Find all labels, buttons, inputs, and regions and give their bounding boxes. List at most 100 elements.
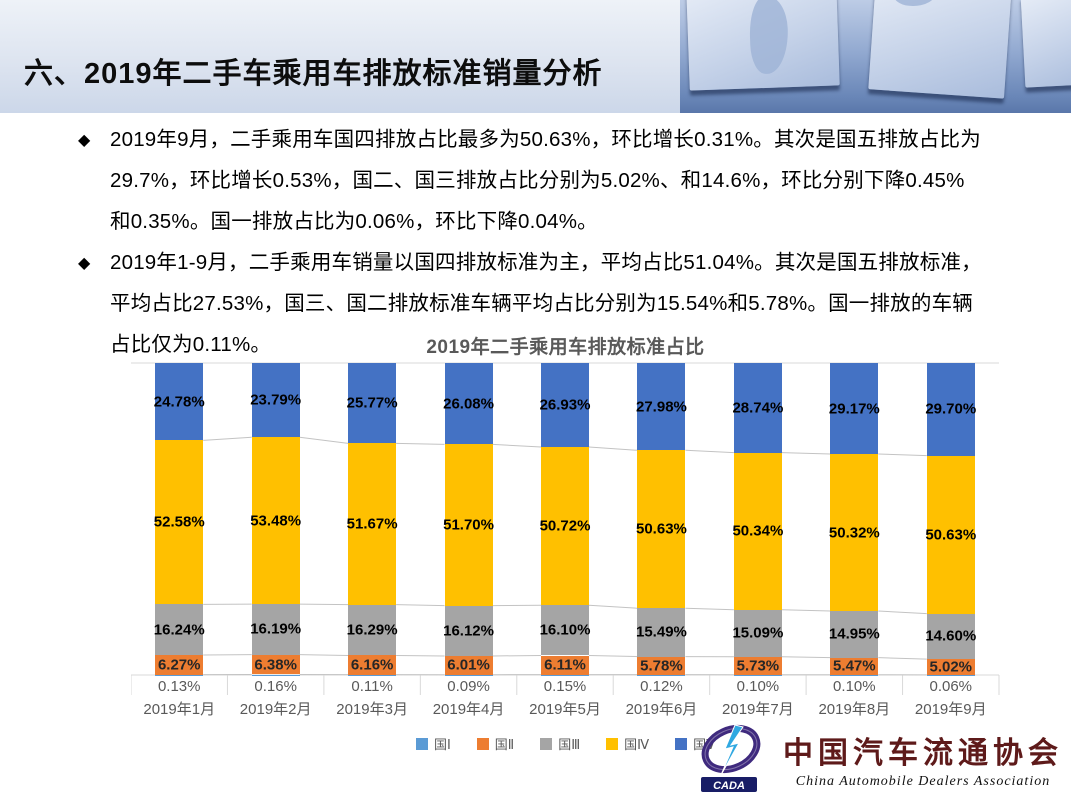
cada-logo: CADA 中国汽车流通协会 China Automobile Dealers A… <box>695 723 1063 795</box>
cube-icon <box>868 0 1012 99</box>
data-label-国Ⅰ: 0.10% <box>736 678 780 695</box>
data-label-国Ⅴ: 29.17% <box>828 400 880 417</box>
data-label-国Ⅲ: 14.60% <box>925 627 977 645</box>
cada-abbr: CADA <box>713 780 745 792</box>
data-label-国Ⅴ: 29.70% <box>925 400 977 418</box>
data-label-国Ⅰ: 0.09% <box>447 678 490 695</box>
legend-item-国Ⅲ: 国Ⅲ <box>540 734 580 753</box>
data-label-国Ⅴ: 26.08% <box>443 395 494 413</box>
bar-segment-国Ⅲ <box>155 604 204 656</box>
category-axis-label: 2019年7月 <box>722 701 794 718</box>
data-label-国Ⅲ: 16.29% <box>346 621 398 639</box>
legend-swatch-icon <box>606 737 619 750</box>
data-label-国Ⅳ: 51.67% <box>346 515 398 533</box>
bar-segment-国Ⅳ <box>926 455 975 614</box>
logo-name-english: China Automobile Dealers Association <box>795 774 1051 789</box>
legend-swatch-icon <box>476 737 489 750</box>
legend-swatch-icon <box>540 737 553 750</box>
bar-segment-国Ⅳ <box>637 450 686 609</box>
world-map-icon <box>892 0 939 8</box>
summary-bullets: ◆ 2019年9月，二手乘用车国四排放占比最多为50.63%，环比增长0.31%。… <box>78 119 1028 365</box>
legend-swatch-icon <box>675 737 688 750</box>
bar-segment-国Ⅱ <box>251 654 300 675</box>
data-label-国Ⅳ: 53.48% <box>250 512 302 530</box>
bar-segment-国Ⅲ <box>733 609 782 657</box>
chart-title: 2019年二手乘用车排放标准占比 <box>426 337 705 358</box>
data-label-国Ⅱ: 6.27% <box>157 656 201 674</box>
data-label-国Ⅱ: 5.47% <box>833 657 876 675</box>
data-label-国Ⅱ: 5.02% <box>929 658 973 676</box>
data-label-国Ⅱ: 6.01% <box>447 656 490 674</box>
data-label-国Ⅰ: 0.10% <box>833 678 876 695</box>
data-label-国Ⅲ: 15.49% <box>636 623 687 641</box>
data-label-国Ⅲ: 14.95% <box>828 625 880 643</box>
bar-segment-国Ⅱ <box>155 655 204 675</box>
diamond-bullet-icon: ◆ <box>78 132 91 149</box>
category-axis-label: 2019年9月 <box>914 701 987 718</box>
data-label-国Ⅳ: 50.63% <box>925 526 977 544</box>
bar-segment-国Ⅴ <box>733 363 782 453</box>
bar-segment-国Ⅴ <box>637 363 686 451</box>
bullet-text: 2019年1-9月，二手乘用车销量以国四排放标准为主，平均占比51.04%。其次… <box>110 251 982 356</box>
data-label-国Ⅰ: 0.15% <box>543 678 587 695</box>
bar-segment-国Ⅱ <box>733 656 782 675</box>
bar-segment-国Ⅱ <box>637 656 686 675</box>
data-label-国Ⅳ: 50.72% <box>539 517 591 535</box>
bar-segment-国Ⅴ <box>444 363 493 445</box>
bar-segment-国Ⅲ <box>444 605 493 656</box>
header-cubes-image <box>680 0 1071 113</box>
data-label-国Ⅱ: 5.73% <box>736 657 780 675</box>
diamond-bullet-icon: ◆ <box>78 255 91 272</box>
logo-name-chinese: 中国汽车流通协会 <box>783 737 1063 770</box>
cube-icon <box>686 0 840 91</box>
data-label-国Ⅳ: 50.32% <box>828 524 880 541</box>
cube-icon <box>1020 0 1071 88</box>
cada-emblem-icon: CADA <box>701 724 761 792</box>
data-label-国Ⅳ: 50.63% <box>636 520 687 538</box>
data-label-国Ⅱ: 6.11% <box>544 656 586 674</box>
page-title: 六、2019年二手车乘用车排放标准销量分析 <box>24 58 603 90</box>
bar-segment-国Ⅴ <box>926 363 975 456</box>
data-label-国Ⅳ: 50.34% <box>732 522 784 540</box>
data-label-国Ⅲ: 16.19% <box>250 620 302 638</box>
bar-segment-国Ⅴ <box>251 363 300 438</box>
data-label-国Ⅰ: 0.06% <box>929 678 973 695</box>
bar-segment-国Ⅳ <box>541 447 589 606</box>
bar-segment-国Ⅳ <box>733 452 782 610</box>
legend-label: 国Ⅰ <box>433 737 451 752</box>
bar-segment-国Ⅴ <box>348 363 397 444</box>
bar-segment-国Ⅲ <box>251 604 300 655</box>
data-label-国Ⅲ: 16.24% <box>153 621 205 639</box>
bullet-text: 2019年9月，二手乘用车国四排放占比最多为50.63%，环比增长0.31%。其… <box>110 128 981 233</box>
category-axis-label: 2019年6月 <box>625 701 698 718</box>
bar-segment-国Ⅴ <box>830 363 879 454</box>
legend-label: 国Ⅳ <box>624 737 650 752</box>
data-label-国Ⅴ: 24.78% <box>153 393 205 411</box>
data-label-国Ⅱ: 6.38% <box>254 656 297 674</box>
bar-segment-国Ⅳ <box>155 440 204 605</box>
bar-segment-国Ⅱ <box>830 657 879 675</box>
bullet-item: ◆ 2019年9月，二手乘用车国四排放占比最多为50.63%，环比增长0.31%。… <box>78 119 1028 242</box>
data-label-国Ⅲ: 16.12% <box>443 622 494 640</box>
bar-segment-国Ⅳ <box>251 437 300 605</box>
data-label-国Ⅴ: 28.74% <box>732 399 784 417</box>
category-axis-label: 2019年8月 <box>818 701 891 718</box>
data-label-国Ⅱ: 5.78% <box>640 657 683 675</box>
data-label-国Ⅳ: 52.58% <box>153 513 205 531</box>
bar-segment-国Ⅲ <box>541 605 589 656</box>
data-label-国Ⅲ: 15.09% <box>732 624 784 642</box>
category-axis-label: 2019年3月 <box>336 701 408 718</box>
world-map-icon <box>748 0 790 75</box>
data-label-国Ⅴ: 25.77% <box>346 394 398 412</box>
category-axis-label: 2019年5月 <box>529 701 601 718</box>
legend-swatch-icon <box>415 737 428 750</box>
data-label-国Ⅱ: 6.16% <box>350 656 394 674</box>
data-label-国Ⅴ: 23.79% <box>250 391 302 409</box>
bar-segment-国Ⅴ <box>541 363 589 448</box>
data-label-国Ⅰ: 0.12% <box>640 678 683 695</box>
legend-item-国Ⅰ: 国Ⅰ <box>415 734 451 753</box>
bar-segment-国Ⅲ <box>830 611 879 658</box>
data-label-国Ⅴ: 26.93% <box>539 396 591 414</box>
legend-item-国Ⅳ: 国Ⅳ <box>606 734 649 753</box>
data-label-国Ⅳ: 51.70% <box>443 516 494 534</box>
